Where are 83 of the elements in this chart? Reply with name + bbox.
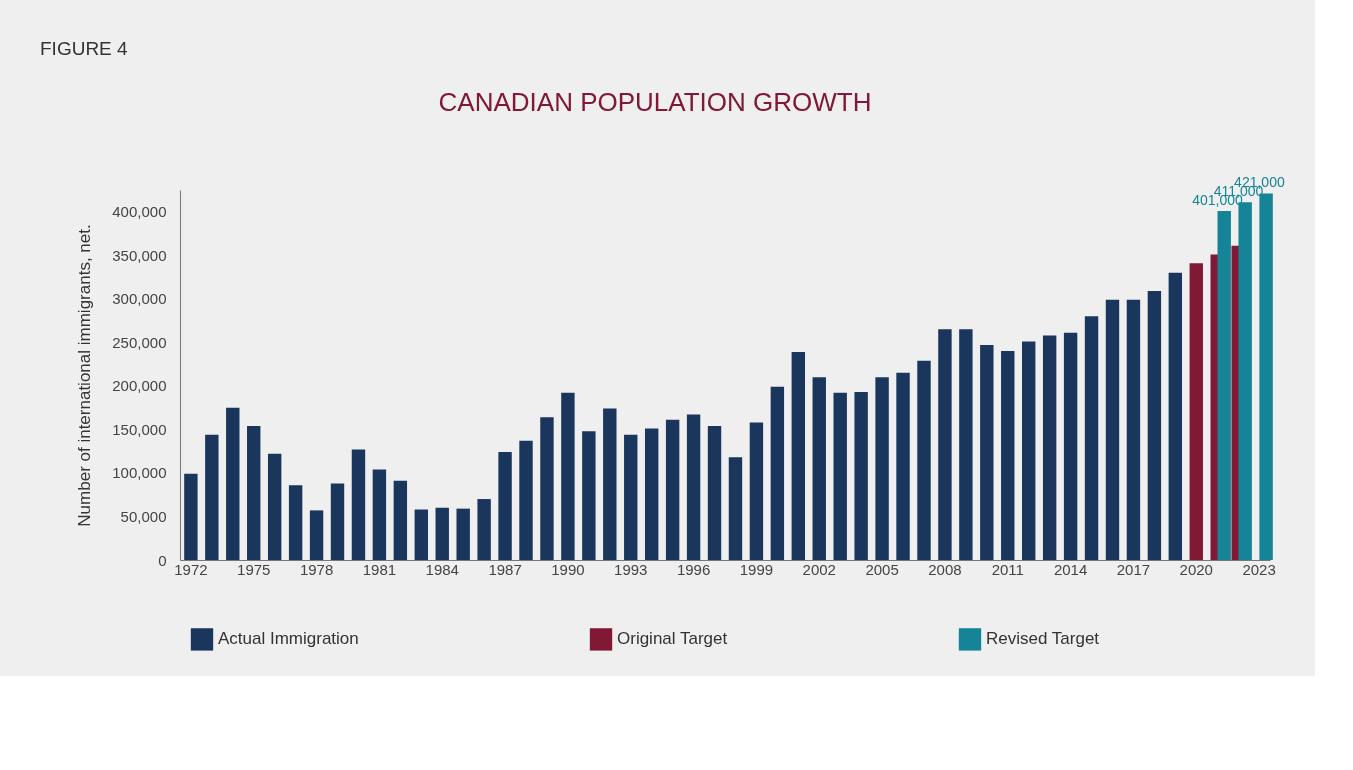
bar [498, 452, 512, 560]
x-tick-label: 2020 [1179, 560, 1213, 578]
y-tick-label: 200,000 [112, 377, 167, 395]
bar [1126, 299, 1141, 560]
y-tick-label: 150,000 [112, 420, 167, 438]
x-tick-label: 1999 [739, 560, 774, 578]
x-tick-label: 1993 [614, 560, 648, 578]
bar [267, 453, 282, 560]
bar [288, 485, 303, 560]
x-tick-label: 1987 [488, 560, 522, 578]
x-tick-label: 2008 [928, 560, 962, 578]
bar [980, 344, 994, 560]
x-tick-label: 1990 [551, 560, 585, 578]
bar [1001, 351, 1015, 560]
bar [1063, 332, 1078, 560]
bar [435, 507, 449, 560]
bar [456, 508, 470, 560]
y-tick-label: 300,000 [112, 290, 167, 308]
x-tick-label: 2017 [1116, 560, 1151, 578]
bar [540, 417, 554, 560]
bar [414, 509, 428, 560]
legend-label: Revised Target [986, 629, 1100, 649]
y-tick-label: 350,000 [112, 246, 167, 264]
x-tick-label: 1996 [676, 560, 711, 578]
bar [1022, 341, 1036, 560]
bar [519, 440, 533, 560]
bar [644, 428, 659, 560]
legend-label: Original Target [617, 629, 728, 649]
x-tick-label: 2023 [1242, 560, 1276, 578]
bar [938, 329, 952, 560]
bar [330, 483, 345, 560]
bar [393, 480, 408, 560]
bar [665, 419, 680, 560]
bar [247, 425, 261, 560]
bar [1189, 263, 1203, 560]
bar [561, 392, 575, 560]
bar [1217, 210, 1231, 560]
bar [896, 372, 910, 560]
caption: FIGURE 4 [40, 38, 129, 59]
bar [582, 431, 596, 560]
x-tick-label: 1984 [425, 560, 459, 578]
bar [351, 449, 366, 560]
bar [686, 414, 701, 560]
bar [603, 408, 617, 560]
bar [1168, 272, 1183, 560]
x-tick-label: 2014 [1053, 560, 1088, 578]
bar [1084, 316, 1099, 560]
x-tick-label: 1972 [174, 560, 208, 578]
bar [812, 377, 826, 560]
x-tick-label: 1978 [299, 560, 334, 578]
x-tick-label: 2011 [991, 560, 1024, 578]
y-tick-label: 400,000 [112, 203, 167, 221]
bar [749, 422, 764, 560]
chart-title: CANADIAN POPULATION GROWTH [438, 87, 872, 117]
bar [372, 469, 387, 560]
x-tick-label: 2002 [802, 560, 836, 578]
bar [309, 510, 324, 560]
legend-label: Actual Immigration [218, 629, 359, 649]
bar [1042, 335, 1057, 560]
x-tick-label: 1981 [362, 560, 397, 578]
bar [184, 473, 198, 560]
bar [624, 434, 638, 560]
bar [854, 391, 868, 560]
y-axis-title: Number of international immigrants, net. [75, 224, 95, 527]
bar [477, 499, 491, 560]
bar [1147, 290, 1162, 560]
bar [728, 457, 743, 560]
bar [205, 434, 219, 560]
bar [875, 377, 889, 560]
bar [917, 360, 931, 560]
bar [959, 329, 973, 560]
x-tick-label: 2005 [865, 560, 899, 578]
bar [770, 386, 785, 560]
x-tick-label: 1975 [237, 560, 271, 578]
bar [707, 425, 722, 560]
bar [226, 407, 240, 560]
y-tick-label: 250,000 [112, 333, 167, 351]
bar [833, 392, 847, 560]
y-tick-label: 100,000 [112, 464, 167, 482]
y-tick-label: 50,000 [120, 507, 167, 525]
y-tick-label: 0 [158, 551, 167, 569]
bar [791, 351, 806, 560]
bar [1105, 299, 1120, 560]
